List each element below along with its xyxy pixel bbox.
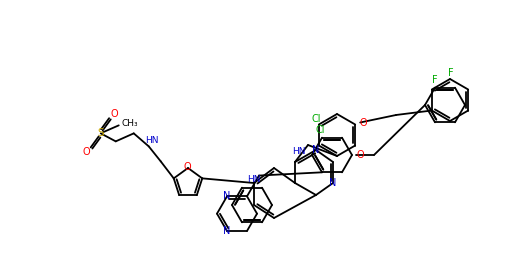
Text: HN: HN <box>247 175 261 184</box>
Text: O: O <box>83 147 91 157</box>
Text: Cl: Cl <box>311 115 321 125</box>
Text: O: O <box>111 109 119 119</box>
Text: N: N <box>329 178 337 188</box>
Text: Cl: Cl <box>315 125 325 135</box>
Text: HN: HN <box>292 148 306 157</box>
Text: F: F <box>448 68 454 78</box>
Text: O: O <box>356 150 364 160</box>
Text: N: N <box>223 191 231 201</box>
Text: CH₃: CH₃ <box>121 119 138 128</box>
Text: O: O <box>183 162 191 172</box>
Text: S: S <box>97 128 104 138</box>
Text: O: O <box>359 117 367 127</box>
Text: HN: HN <box>145 136 159 145</box>
Text: N: N <box>223 226 231 236</box>
Text: N: N <box>312 145 319 155</box>
Text: F: F <box>432 75 438 85</box>
